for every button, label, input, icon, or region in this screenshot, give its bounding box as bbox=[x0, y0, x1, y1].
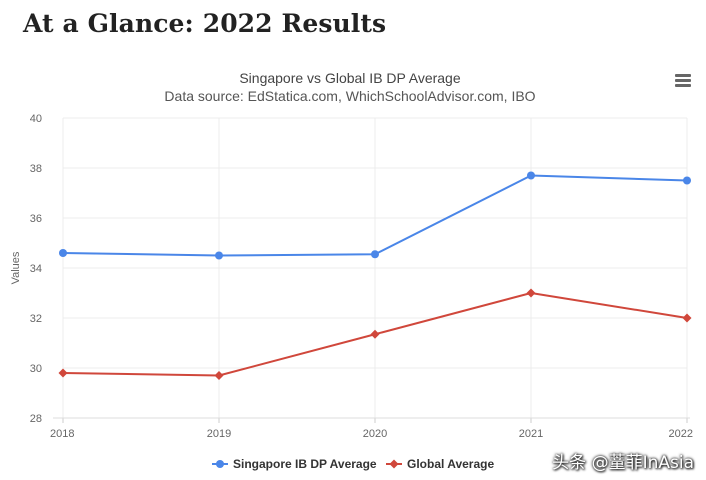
data-point-global bbox=[58, 368, 68, 378]
data-point-singapore bbox=[371, 250, 379, 259]
y-tick-label: 30 bbox=[30, 363, 42, 375]
y-tick-label: 40 bbox=[30, 113, 42, 125]
x-tick-label: 2022 bbox=[669, 428, 693, 440]
y-tick-label: 38 bbox=[30, 163, 42, 175]
data-point-singapore bbox=[59, 249, 67, 257]
data-point-global bbox=[526, 288, 536, 298]
hamburger-menu-icon[interactable] bbox=[672, 72, 694, 90]
x-tick-label: 2018 bbox=[50, 428, 74, 440]
page-heading: At a Glance: 2022 Results bbox=[23, 9, 387, 38]
x-tick-label: 2019 bbox=[207, 428, 231, 440]
x-tick-label: 2020 bbox=[363, 428, 387, 440]
data-point-global bbox=[682, 313, 692, 323]
data-point-singapore bbox=[683, 176, 691, 185]
legend-marker-diamond bbox=[389, 459, 399, 469]
y-tick-label: 28 bbox=[30, 413, 42, 425]
data-point-global bbox=[370, 329, 380, 339]
legend-label: Singapore IB DP Average bbox=[233, 457, 377, 471]
x-tick-label: 2021 bbox=[519, 428, 543, 440]
legend-label: Global Average bbox=[407, 457, 494, 471]
legend-marker-circle bbox=[216, 460, 224, 468]
data-point-global bbox=[214, 371, 224, 380]
y-tick-label: 32 bbox=[30, 313, 42, 325]
chart-subtitle: Data source: EdStatica.com, WhichSchoolA… bbox=[164, 88, 535, 104]
data-point-singapore bbox=[215, 251, 223, 260]
watermark: 头条 @蕫菲InAsia bbox=[552, 453, 694, 473]
y-axis-label: Values bbox=[10, 251, 22, 284]
y-tick-label: 36 bbox=[30, 213, 42, 225]
y-tick-label: 34 bbox=[30, 263, 42, 275]
data-point-singapore bbox=[527, 171, 535, 180]
chart-title: Singapore vs Global IB DP Average bbox=[239, 70, 461, 86]
